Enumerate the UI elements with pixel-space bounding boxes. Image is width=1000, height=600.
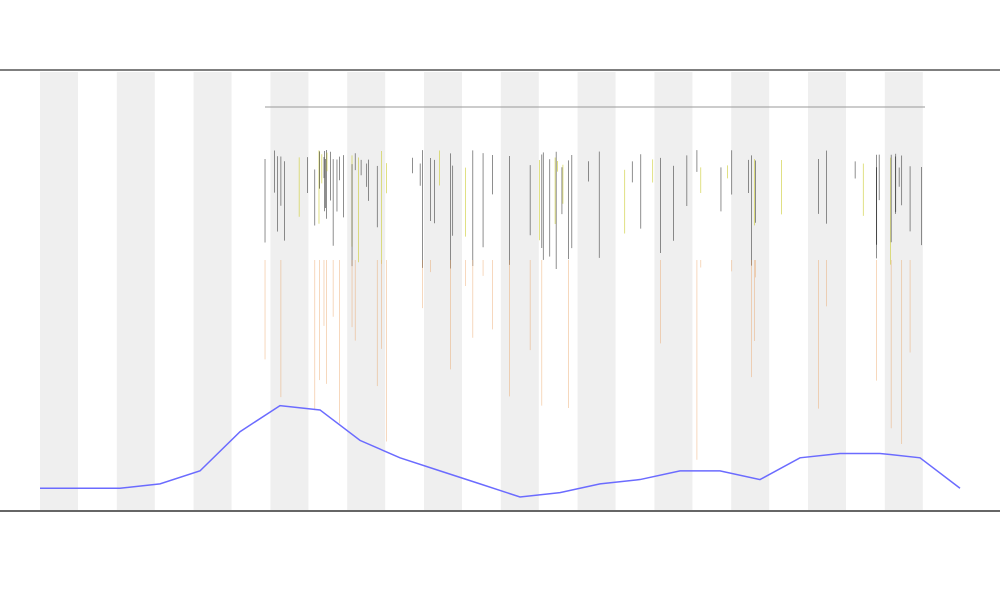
band — [500, 72, 539, 510]
band — [731, 72, 770, 510]
band — [577, 72, 616, 510]
track-marks — [264, 150, 922, 460]
band — [193, 72, 232, 510]
background-bands — [40, 72, 923, 510]
band — [884, 72, 923, 510]
band — [270, 72, 309, 510]
band — [424, 72, 462, 510]
band — [347, 72, 386, 510]
data-line — [40, 404, 961, 498]
band — [116, 72, 155, 510]
band — [654, 72, 693, 510]
band — [40, 72, 78, 510]
